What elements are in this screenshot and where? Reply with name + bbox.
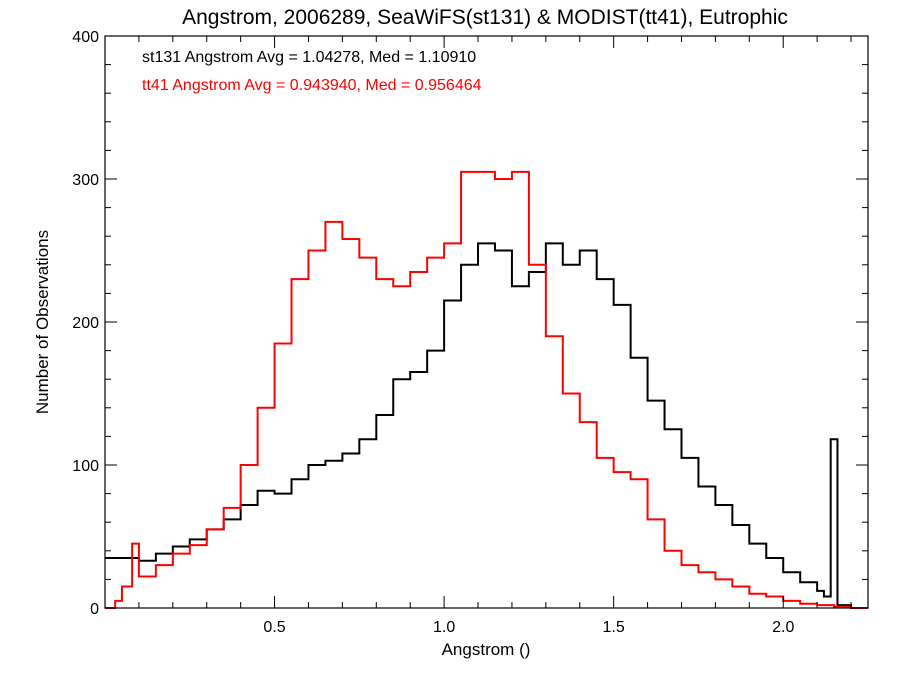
x-axis-label: Angstrom (): [442, 640, 531, 659]
x-tick-label: 1.5: [603, 619, 625, 636]
x-tick-label: 1.0: [433, 619, 455, 636]
chart-title: Angstrom, 2006289, SeaWiFS(st131) & MODI…: [182, 6, 788, 29]
plot-frame: [104, 35, 869, 609]
annotation-tt41-stats: tt41 Angstrom Avg = 0.943940, Med = 0.95…: [142, 77, 482, 94]
y-axis-label: Number of Observations: [33, 230, 52, 414]
axis-layer: 0.5 1.0 1.5 2.0 0 100 200 300 400: [72, 29, 868, 636]
y-tick-label: 100: [72, 458, 99, 475]
tt41-histogram-line: [105, 170, 868, 609]
series-layer: [105, 170, 868, 609]
st131-histogram-line: [105, 242, 868, 609]
y-tick-label: 400: [72, 29, 99, 46]
y-tick-label: 300: [72, 172, 99, 189]
x-tick-label: 2.0: [772, 619, 794, 636]
annotation-st131-stats: st131 Angstrom Avg = 1.04278, Med = 1.10…: [142, 49, 476, 66]
y-tick-label: 0: [90, 601, 99, 618]
y-tick-label: 200: [72, 315, 99, 332]
x-tick-label: 0.5: [263, 619, 285, 636]
